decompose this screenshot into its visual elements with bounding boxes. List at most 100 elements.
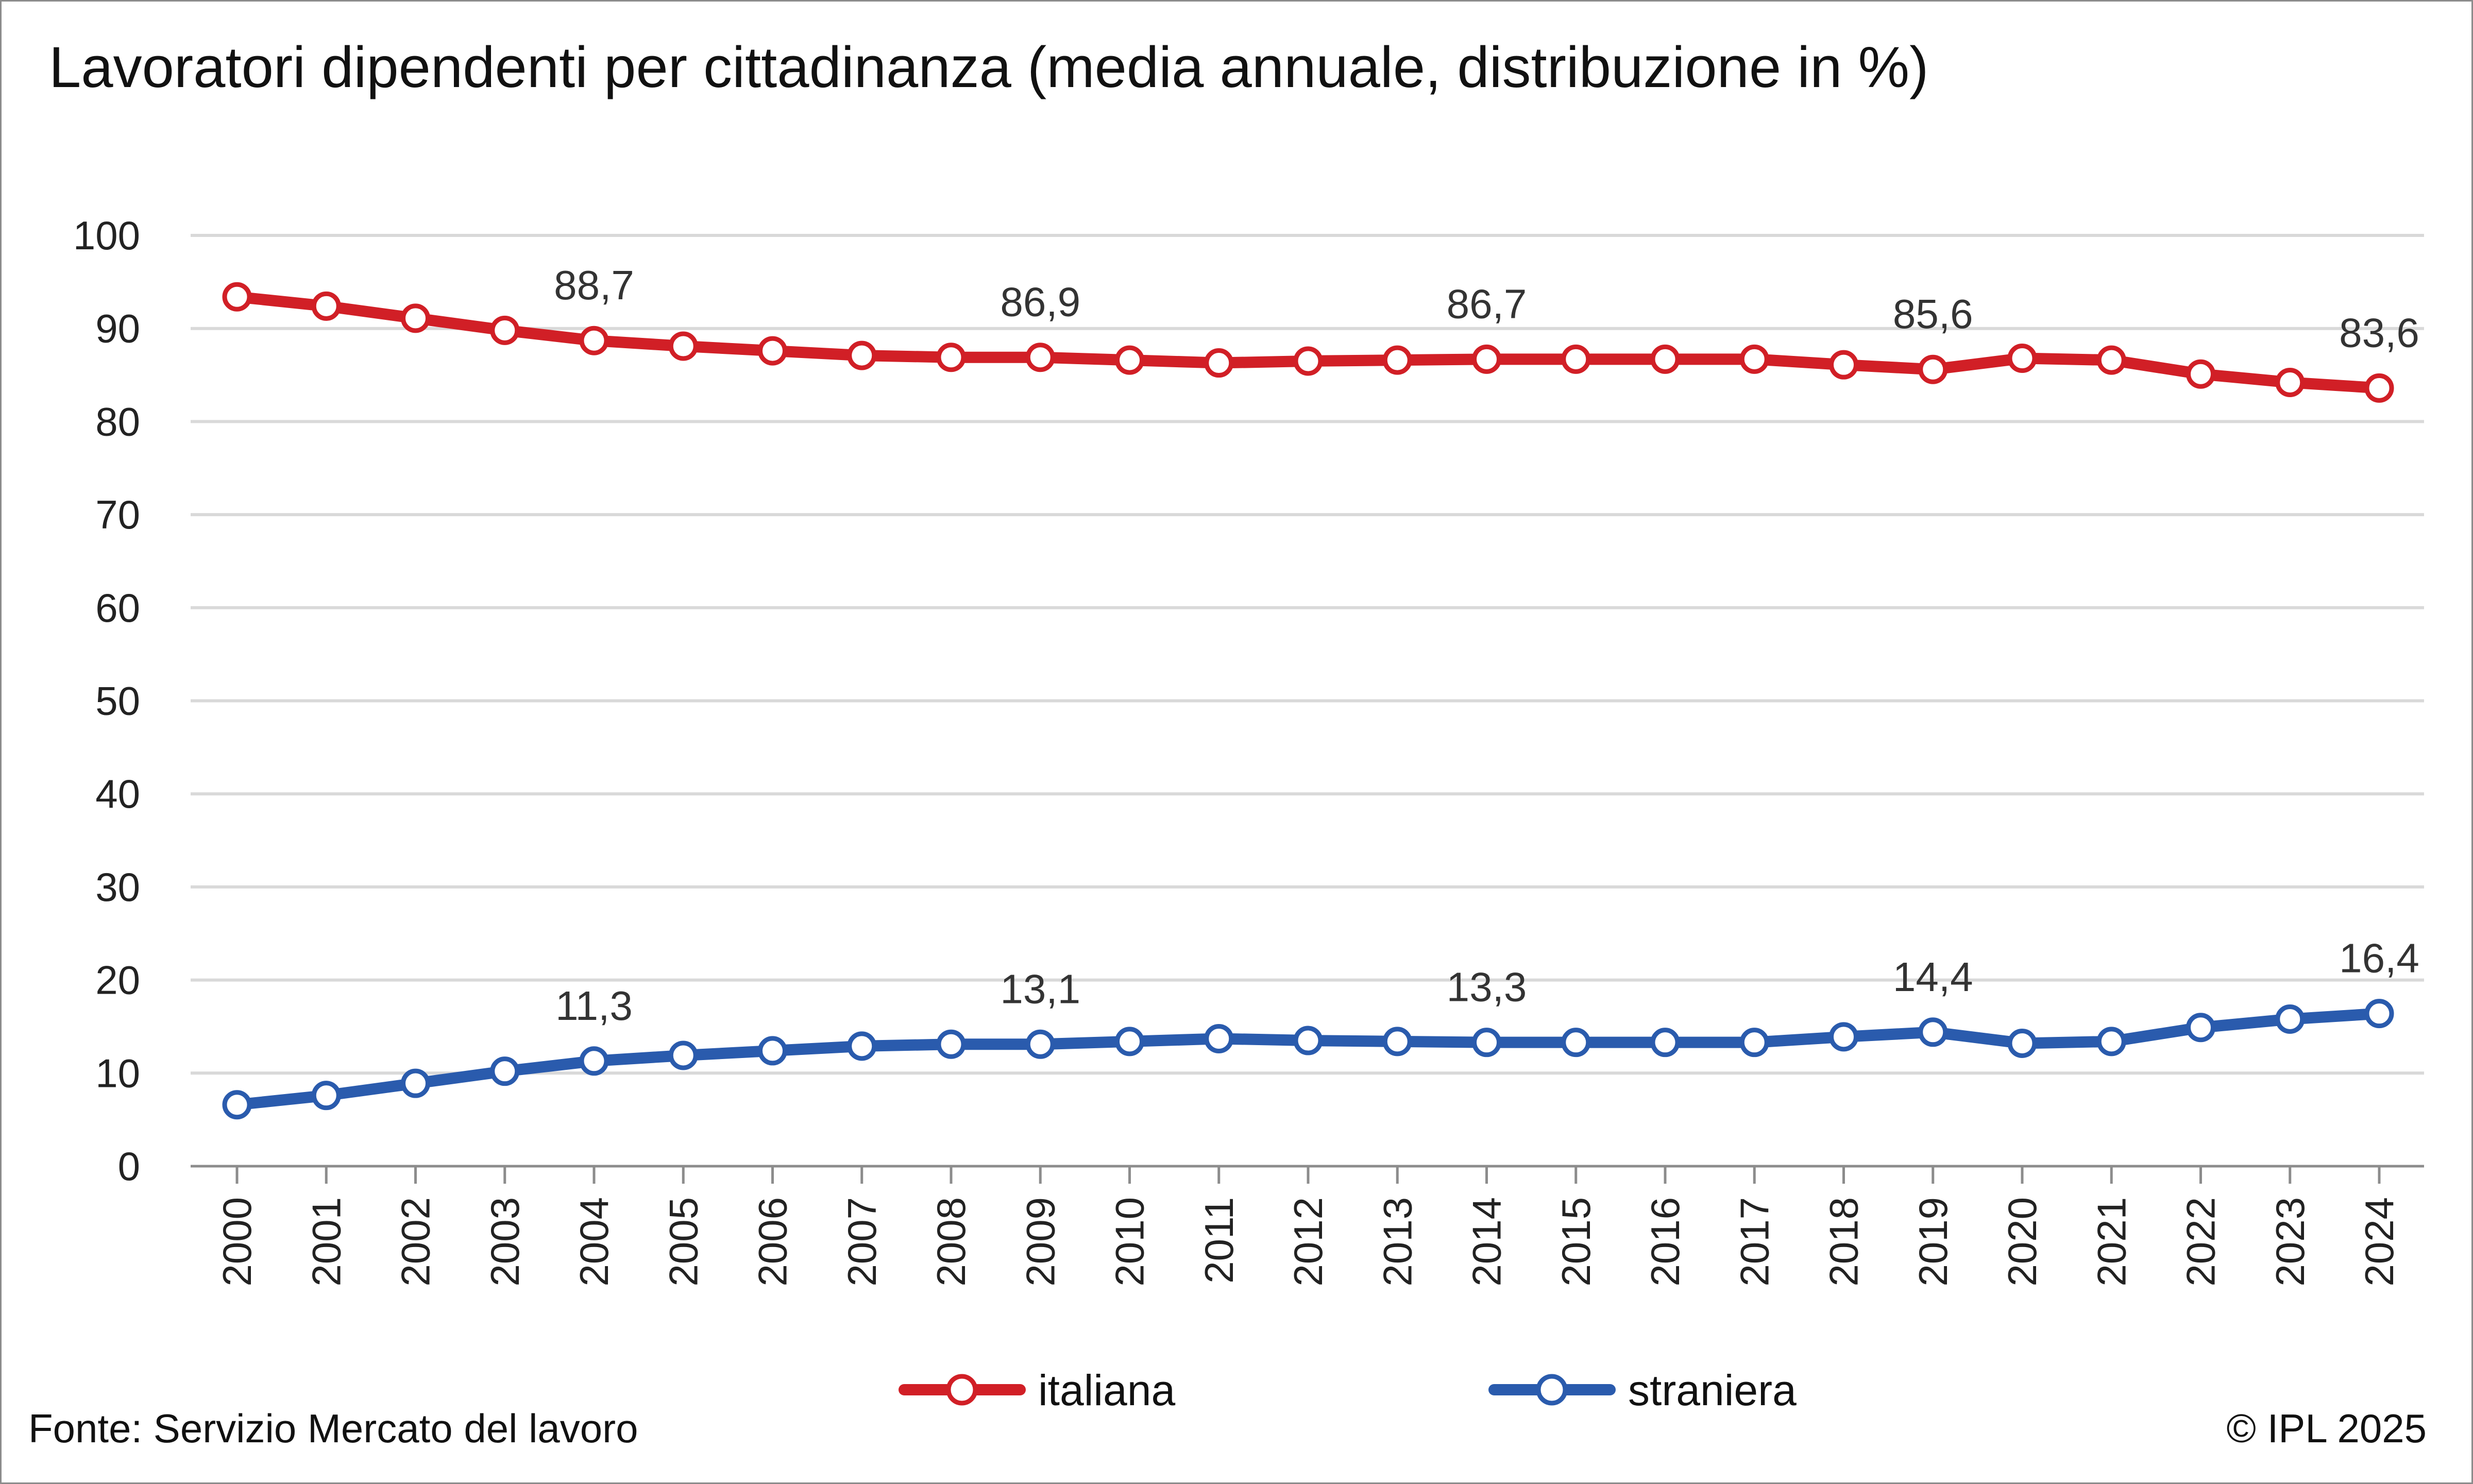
y-tick-label: 10 — [95, 1050, 140, 1096]
data-point-straniera — [222, 1090, 252, 1120]
legend-label-italiana: italiana — [1038, 1366, 1175, 1414]
x-tick-label: 2017 — [1732, 1197, 1777, 1287]
x-tick-label: 2008 — [928, 1197, 974, 1287]
data-point-italiana — [847, 340, 877, 370]
data-point-italiana — [1115, 345, 1144, 375]
x-tick-label: 2013 — [1375, 1197, 1420, 1287]
data-point-straniera — [1293, 1026, 1323, 1055]
data-point-italiana — [936, 343, 966, 372]
y-tick-label: 0 — [118, 1144, 140, 1189]
data-label-italiana: 86,9 — [1000, 279, 1080, 325]
data-point-straniera — [2186, 1013, 2215, 1043]
data-point-straniera — [1025, 1029, 1055, 1059]
data-point-italiana — [1829, 350, 1858, 380]
x-tick-label: 2007 — [839, 1197, 885, 1287]
x-tick-label: 2009 — [1018, 1197, 1063, 1287]
x-tick-label: 2006 — [750, 1197, 795, 1287]
data-point-italiana — [2186, 359, 2215, 389]
y-tick-label: 100 — [73, 213, 140, 258]
data-label-italiana: 85,6 — [1893, 291, 1973, 337]
data-point-italiana — [668, 331, 698, 361]
data-point-straniera — [401, 1068, 430, 1098]
legend: italiana straniera — [899, 1366, 1797, 1414]
data-point-italiana — [1025, 343, 1055, 372]
data-label-straniera: 13,3 — [1447, 964, 1527, 1010]
y-tick-label: 60 — [95, 585, 140, 630]
data-point-italiana — [1739, 344, 1769, 374]
source-note: Fonte: Servizio Mercato del lavoro — [28, 1406, 638, 1451]
x-tick-label: 2020 — [2000, 1197, 2045, 1287]
data-label-italiana: 83,6 — [2339, 310, 2419, 355]
data-point-straniera — [2364, 999, 2394, 1029]
series — [222, 282, 2394, 1120]
data-point-italiana — [1918, 354, 1948, 384]
data-label-italiana: 86,7 — [1447, 281, 1527, 327]
data-point-italiana — [2364, 373, 2394, 403]
data-point-straniera — [1650, 1028, 1680, 1057]
data-label-straniera: 14,4 — [1893, 954, 1973, 1000]
data-point-straniera — [1115, 1027, 1144, 1056]
data-point-straniera — [2275, 1004, 2305, 1034]
data-point-straniera — [668, 1040, 698, 1070]
legend-label-straniera: straniera — [1628, 1366, 1797, 1414]
y-tick-label: 80 — [95, 399, 140, 444]
y-tick-label: 30 — [95, 864, 140, 910]
data-point-straniera — [1739, 1028, 1769, 1057]
x-tick-label: 2023 — [2267, 1197, 2313, 1287]
data-point-straniera — [2007, 1028, 2037, 1058]
data-point-straniera — [936, 1029, 966, 1059]
data-point-italiana — [2096, 345, 2126, 375]
data-point-italiana — [1382, 345, 1412, 375]
data-point-italiana — [222, 282, 252, 312]
x-tick-label: 2015 — [1553, 1197, 1599, 1287]
x-tick-label: 2018 — [1821, 1197, 1867, 1287]
x-tick-label: 2019 — [1910, 1197, 1956, 1287]
y-tick-label: 70 — [95, 492, 140, 537]
chart-title: Lavoratori dipendenti per cittadinanza (… — [49, 35, 1929, 99]
legend-marker-italiana — [946, 1374, 978, 1406]
x-tick-label: 2010 — [1107, 1197, 1153, 1287]
data-point-italiana — [1293, 346, 1323, 376]
x-tick-label: 2014 — [1464, 1197, 1510, 1287]
data-point-italiana — [401, 303, 430, 333]
data-point-straniera — [1561, 1028, 1591, 1057]
y-tick-label: 40 — [95, 771, 140, 816]
legend-marker-straniera — [1536, 1374, 1568, 1406]
x-tick-label: 2003 — [482, 1197, 528, 1287]
y-tick-label: 50 — [95, 678, 140, 724]
data-point-italiana — [579, 326, 609, 355]
data-label-italiana: 88,7 — [554, 262, 634, 308]
data-point-italiana — [1561, 344, 1591, 374]
x-tick-label: 2004 — [571, 1197, 617, 1287]
data-point-italiana — [1650, 344, 1680, 374]
data-labels: 88,7 86,9 86,7 85,6 83,6 11,3 13,1 13,3 14,4 16,4 — [554, 262, 2419, 1029]
y-tick-label: 20 — [95, 958, 140, 1003]
x-tick-label: 2005 — [660, 1197, 706, 1287]
data-point-straniera — [311, 1081, 341, 1111]
axes: 0 10 20 30 40 50 60 70 80 90 100 2000 2001 2002 2003 20… — [73, 213, 2424, 1287]
data-point-straniera — [2096, 1027, 2126, 1056]
data-point-straniera — [1382, 1027, 1412, 1056]
x-tick-label: 2011 — [1196, 1197, 1242, 1284]
grid — [191, 234, 2424, 1075]
data-point-italiana — [490, 315, 520, 345]
data-point-straniera — [579, 1046, 609, 1076]
data-point-straniera — [1918, 1017, 1948, 1047]
data-point-straniera — [847, 1031, 877, 1061]
data-point-italiana — [2007, 344, 2037, 373]
data-label-straniera: 11,3 — [555, 983, 633, 1029]
data-point-straniera — [1829, 1022, 1858, 1052]
data-point-italiana — [2275, 368, 2305, 398]
data-point-italiana — [1204, 348, 1234, 378]
x-tick-label: 2016 — [1642, 1197, 1688, 1287]
x-tick-label: 2021 — [2089, 1197, 2134, 1287]
x-tick-label: 2022 — [2178, 1197, 2224, 1287]
x-tick-label: 2024 — [2357, 1197, 2402, 1287]
data-point-straniera — [490, 1056, 520, 1086]
x-tick-label: 2001 — [303, 1197, 349, 1287]
data-point-italiana — [311, 291, 341, 321]
data-point-italiana — [1472, 344, 1501, 374]
x-tick-label: 2002 — [393, 1197, 438, 1287]
